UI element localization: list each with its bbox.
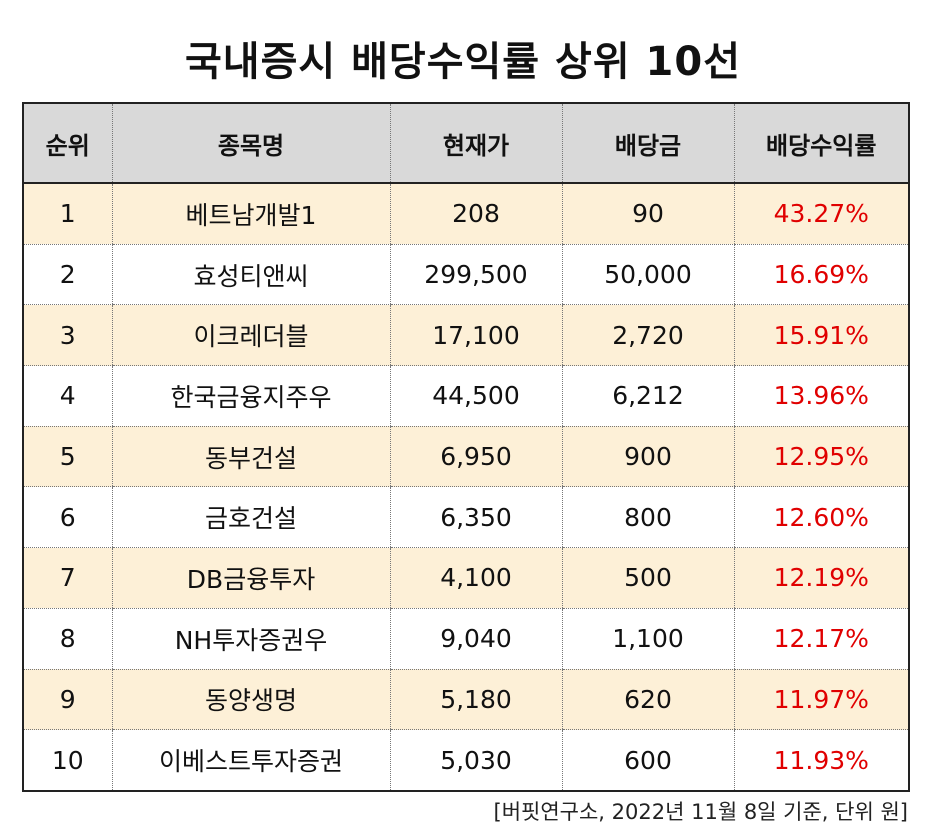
- cell-yield: 11.97%: [733, 669, 908, 731]
- cell-yield: 11.93%: [733, 729, 908, 790]
- cell-rank: 3: [24, 304, 112, 367]
- dividend-table: 순위 종목명 현재가 배당금 배당수익률 1 베트남개발1 208 90 43.27% 2…: [22, 102, 910, 792]
- cell-yield: 12.60%: [733, 486, 908, 549]
- cell-name: 효성티앤씨: [111, 244, 390, 306]
- cell-rank: 1: [24, 183, 112, 245]
- cell-dividend: 500: [561, 547, 734, 609]
- cell-dividend: 2,720: [561, 304, 734, 367]
- cell-name: 이베스트투자증권: [111, 729, 390, 790]
- header-name: 종목명: [111, 104, 390, 184]
- cell-rank: 9: [24, 669, 112, 731]
- cell-price: 6,350: [389, 486, 562, 549]
- cell-rank: 8: [24, 608, 112, 670]
- cell-yield: 43.27%: [733, 183, 908, 245]
- cell-price: 4,100: [389, 547, 562, 609]
- cell-rank: 2: [24, 244, 112, 306]
- cell-dividend: 1,100: [561, 608, 734, 670]
- cell-yield: 12.19%: [733, 547, 908, 609]
- table-row: 4 한국금융지주우 44,500 6,212 13.96%: [24, 365, 908, 427]
- table-row: 3 이크레더블 17,100 2,720 15.91%: [24, 304, 908, 367]
- cell-rank: 7: [24, 547, 112, 609]
- header-rank: 순위: [24, 104, 112, 184]
- cell-yield: 12.95%: [733, 426, 908, 488]
- table-row: 10 이베스트투자증권 5,030 600 11.93%: [24, 729, 908, 790]
- cell-price: 44,500: [389, 365, 562, 427]
- cell-dividend: 620: [561, 669, 734, 731]
- cell-price: 208: [389, 183, 562, 245]
- cell-price: 5,030: [389, 729, 562, 790]
- cell-name: 이크레더블: [111, 304, 390, 367]
- table-row: 9 동양생명 5,180 620 11.97%: [24, 669, 908, 731]
- header-dividend: 배당금: [561, 104, 734, 184]
- table-row: 1 베트남개발1 208 90 43.27%: [24, 183, 908, 245]
- cell-name: 한국금융지주우: [111, 365, 390, 427]
- cell-dividend: 90: [561, 183, 734, 245]
- table-row: 6 금호건설 6,350 800 12.60%: [24, 486, 908, 549]
- cell-rank: 5: [24, 426, 112, 488]
- table-row: 8 NH투자증권우 9,040 1,100 12.17%: [24, 608, 908, 670]
- cell-dividend: 600: [561, 729, 734, 790]
- table-row: 5 동부건설 6,950 900 12.95%: [24, 426, 908, 488]
- source-footnote: [버핏연구소, 2022년 11월 8일 기준, 단위 원]: [493, 800, 908, 824]
- table-row: 7 DB금융투자 4,100 500 12.19%: [24, 547, 908, 609]
- cell-price: 5,180: [389, 669, 562, 731]
- cell-price: 6,950: [389, 426, 562, 488]
- cell-dividend: 6,212: [561, 365, 734, 427]
- cell-yield: 16.69%: [733, 244, 908, 306]
- cell-rank: 4: [24, 365, 112, 427]
- cell-dividend: 800: [561, 486, 734, 549]
- cell-rank: 6: [24, 486, 112, 549]
- cell-price: 299,500: [389, 244, 562, 306]
- cell-price: 9,040: [389, 608, 562, 670]
- cell-name: 동부건설: [111, 426, 390, 488]
- cell-name: 동양생명: [111, 669, 390, 731]
- header-price: 현재가: [389, 104, 562, 184]
- cell-yield: 12.17%: [733, 608, 908, 670]
- cell-name: 베트남개발1: [111, 183, 390, 245]
- cell-rank: 10: [24, 729, 112, 790]
- cell-name: 금호건설: [111, 486, 390, 549]
- cell-name: DB금융투자: [111, 547, 390, 609]
- cell-name: NH투자증권우: [111, 608, 390, 670]
- table-body: 1 베트남개발1 208 90 43.27% 2 효성티앤씨 299,500 50,000 16.…: [24, 183, 908, 790]
- cell-yield: 15.91%: [733, 304, 908, 367]
- cell-price: 17,100: [389, 304, 562, 367]
- cell-dividend: 50,000: [561, 244, 734, 306]
- cell-dividend: 900: [561, 426, 734, 488]
- chart-title: 국내증시 배당수익률 상위 10선: [184, 39, 742, 85]
- cell-yield: 13.96%: [733, 365, 908, 427]
- table-row: 2 효성티앤씨 299,500 50,000 16.69%: [24, 244, 908, 306]
- table-header-row: 순위 종목명 현재가 배당금 배당수익률: [24, 104, 908, 184]
- header-yield: 배당수익률: [733, 104, 908, 184]
